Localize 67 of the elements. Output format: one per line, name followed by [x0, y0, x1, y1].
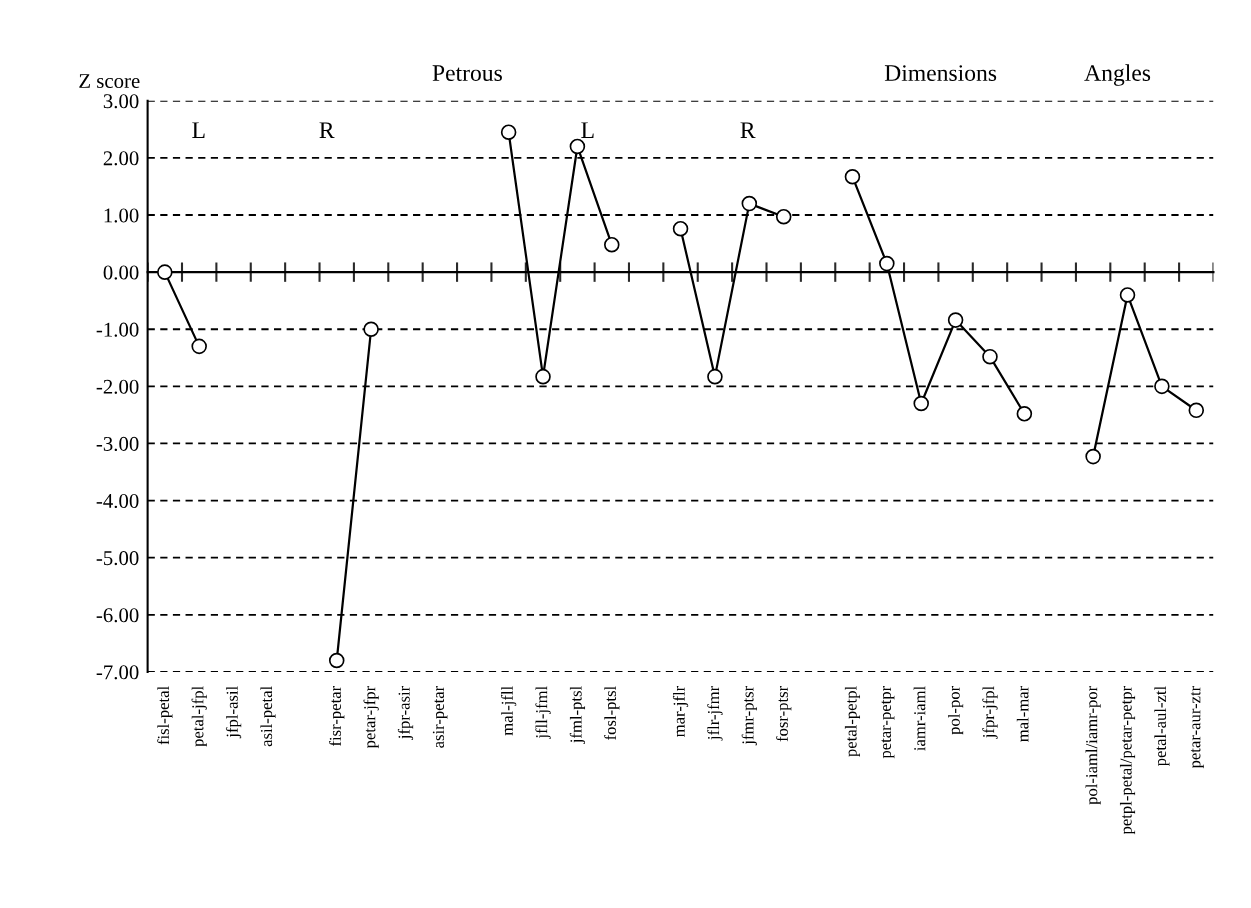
point	[1085, 448, 1101, 465]
point	[535, 368, 551, 385]
x-tick-label: mar-jflr	[672, 685, 689, 737]
x-tick-label: fisl-petal	[157, 686, 173, 745]
point	[982, 348, 998, 365]
y-tick-label: -1.00	[96, 322, 139, 337]
annotation: R	[740, 122, 756, 138]
y-tick-label: 0.00	[103, 265, 139, 280]
y-tick-label: 3.00	[103, 94, 139, 109]
point	[707, 368, 723, 385]
point	[1188, 402, 1205, 419]
x-tick-label: jfpr-jfpl	[982, 686, 998, 739]
annotation: L	[581, 122, 594, 138]
x-tick-label: petar-aur-ztr	[1190, 685, 1204, 769]
text: Petrous	[432, 65, 502, 81]
point	[1154, 378, 1170, 395]
y-tick-label: -3.00	[96, 436, 139, 451]
y-tick-label: 1.00	[104, 208, 139, 223]
point	[191, 338, 207, 355]
y-tick-label: -4.00	[96, 493, 139, 509]
x-tick-label: mal-mar	[1016, 685, 1029, 742]
point	[328, 652, 345, 669]
annotation: R	[319, 122, 335, 138]
x-tick-label: fosl-ptsl	[604, 686, 620, 740]
point	[775, 208, 792, 225]
point	[363, 321, 379, 338]
text: Angles	[1084, 64, 1151, 86]
annotation: L	[192, 122, 205, 138]
x-tick-label: fosr-ptsr	[776, 685, 792, 742]
x-tick-label: mal-jfll	[500, 686, 517, 736]
x-tick-label: pol-iaml/iamr-por	[1085, 685, 1101, 805]
x-tick-label: asil-petal	[260, 686, 276, 747]
point	[913, 395, 930, 412]
x-tick-label: petal-jfpl	[191, 686, 207, 747]
point	[603, 236, 620, 253]
point	[1016, 405, 1033, 422]
x-tick-label: petar-jfpr	[363, 685, 379, 749]
y-axis-title: Z score	[79, 74, 140, 88]
point	[947, 312, 964, 328]
x-tick-label: pol-por	[948, 685, 964, 735]
x-tick-label: iamr-iaml	[913, 686, 926, 751]
x-tick-label: jfll-jfml	[535, 686, 551, 740]
x-tick-label: jflr-jfmr	[707, 685, 723, 741]
x-tick-label: fisr-petar	[329, 685, 345, 747]
x-tick-label: petar-petpr	[881, 685, 895, 759]
y-tick-label: -2.00	[96, 379, 139, 394]
x-tick-label: jfpr-asir	[397, 685, 414, 740]
point	[500, 124, 517, 140]
point	[741, 195, 758, 212]
y-tick-label: -7.00	[96, 665, 139, 680]
point	[879, 255, 895, 272]
x-tick-label: asir-petar	[432, 685, 448, 748]
point	[157, 264, 173, 280]
x-tick-label: petal-aul-ztl	[1154, 686, 1170, 767]
x-tick-label: jfmr-ptsr	[741, 685, 757, 746]
y-tick-label: 2.00	[103, 151, 139, 166]
x-tick-label: jfml-ptsl	[569, 686, 586, 744]
x-tick-label: jfpl-asil	[225, 686, 242, 739]
point	[672, 220, 689, 237]
y-tick-label: -6.00	[96, 608, 139, 623]
text: Dimensions	[884, 65, 997, 81]
x-tick-label: petpl-petal/petar-petpr	[1119, 685, 1136, 835]
point	[844, 168, 861, 185]
point	[1119, 287, 1136, 303]
y-tick-label: -5.00	[96, 551, 139, 566]
x-tick-label: petal-petpl	[844, 686, 861, 757]
point	[569, 138, 586, 155]
